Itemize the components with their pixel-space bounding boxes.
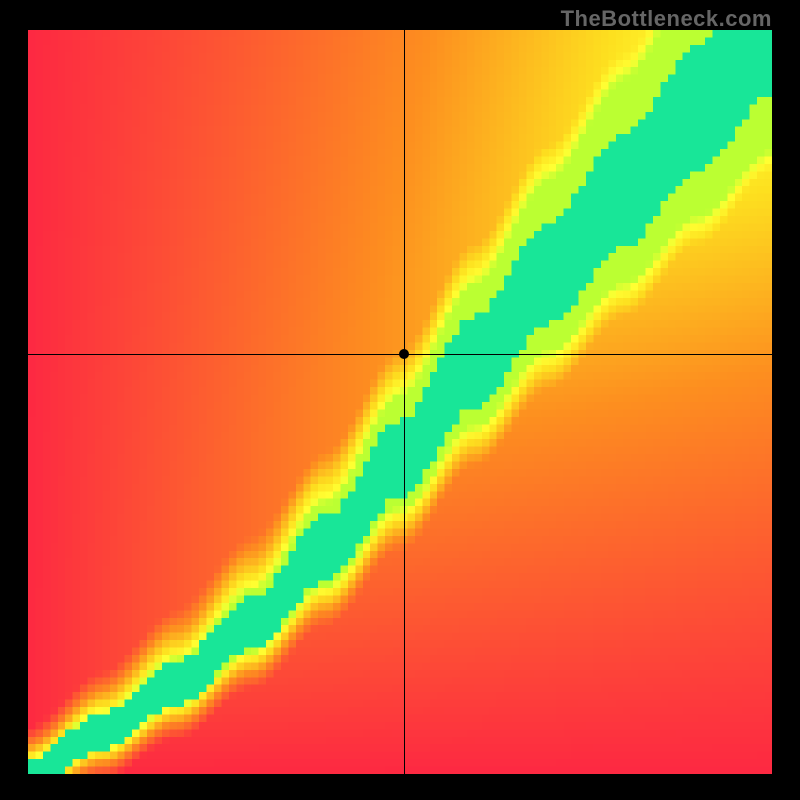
watermark-label: TheBottleneck.com <box>561 6 772 32</box>
heatmap-plot <box>28 30 772 774</box>
heatmap-canvas <box>28 30 772 774</box>
crosshair-vertical <box>404 30 405 774</box>
crosshair-marker <box>399 349 409 359</box>
chart-frame: TheBottleneck.com <box>0 0 800 800</box>
